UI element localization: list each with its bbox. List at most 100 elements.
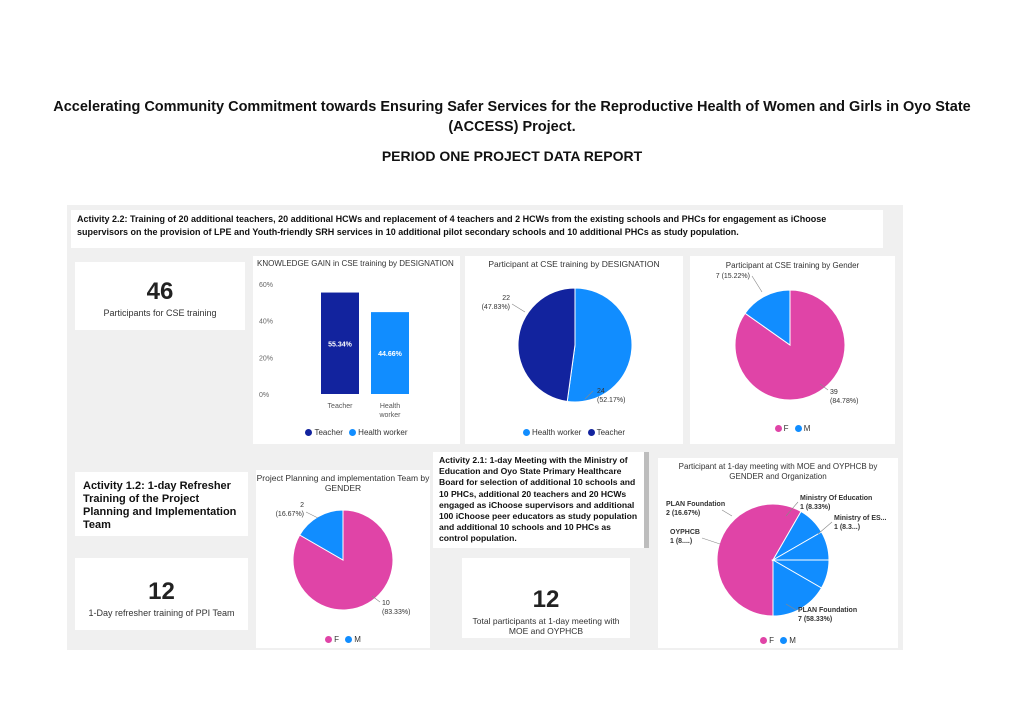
pie-ppi-legend: F M bbox=[256, 635, 430, 644]
pie-designation-legend: Health worker Teacher bbox=[465, 428, 683, 437]
pie-data-label: 39 bbox=[830, 389, 838, 396]
bar-0 bbox=[321, 292, 359, 394]
legend-swatch-health-worker bbox=[349, 429, 357, 437]
activity-2-2-text: Training of 20 additional teachers, 20 a… bbox=[77, 214, 827, 237]
pie-slice-1 bbox=[517, 287, 576, 403]
legend-item-f: F bbox=[783, 424, 789, 433]
pie-ppi-chart: 10 (83.33%) 2 (16.67%) bbox=[276, 502, 411, 616]
pie-data-label: 24 bbox=[597, 388, 605, 395]
pie-designation-chart: 24 (52.17%) 22 (47.83%) bbox=[482, 287, 633, 404]
pie-designation-card: Participant at CSE training by DESIGNATI… bbox=[465, 256, 683, 444]
pie-leader-line bbox=[305, 511, 319, 519]
pie-data-label: 2 bbox=[300, 502, 304, 509]
pie-data-label: 10 bbox=[382, 600, 390, 607]
x-tick-label: worker bbox=[378, 412, 401, 419]
x-tick-label: Health bbox=[380, 403, 400, 410]
kpi-ppi-label: 1-Day refresher training of PPI Team bbox=[88, 608, 235, 618]
legend-item-health-worker: Health worker bbox=[531, 428, 582, 437]
legend-item-m: M bbox=[789, 636, 796, 645]
activity-1-2-card: Activity 1.2: 1-day Refresher Training o… bbox=[75, 472, 248, 536]
legend-swatch-f bbox=[760, 637, 768, 645]
pie-slice-0 bbox=[566, 287, 633, 403]
legend-swatch-teacher bbox=[305, 429, 313, 437]
pie-moe-title: Participant at 1-day meeting with MOE an… bbox=[678, 462, 878, 481]
pie-leader-line bbox=[817, 521, 833, 535]
pie-leader-line bbox=[511, 303, 526, 313]
bar-data-label: 55.34% bbox=[328, 341, 353, 348]
pie-data-label: 7 (58.33%) bbox=[798, 616, 832, 623]
legend-swatch-m bbox=[345, 636, 353, 644]
pie-leader-line bbox=[584, 390, 594, 400]
pie-slice-0 bbox=[716, 503, 802, 617]
legend-swatch-f bbox=[774, 425, 782, 433]
bar-data-label: 44.66% bbox=[378, 351, 403, 358]
activity-2-1-card: Activity 2.1: 1-day Meeting with the Min… bbox=[433, 452, 649, 548]
x-tick-label: Teacher bbox=[328, 403, 354, 410]
bar-1 bbox=[371, 312, 409, 394]
pie-gender-card: Participant at CSE training by Gender 39… bbox=[690, 256, 895, 444]
bar-chart-legend: Teacher Health worker bbox=[253, 428, 460, 437]
pie-slice-4 bbox=[772, 559, 823, 617]
legend-item-f: F bbox=[769, 636, 774, 645]
pie-slice-1 bbox=[299, 509, 344, 561]
legend-item-f: F bbox=[334, 635, 339, 644]
pie-designation-title: Participant at CSE training by DESIGNATI… bbox=[488, 259, 660, 269]
pie-leader-line bbox=[721, 509, 733, 517]
legend-swatch-health-worker bbox=[522, 429, 530, 437]
pie-leader-line bbox=[701, 537, 721, 545]
legend-swatch-f bbox=[325, 636, 333, 644]
pie-moe-chart: PLAN Foundation 7 (58.33%) Ministry Of Edu… bbox=[666, 495, 887, 623]
pie-moe-legend: F M bbox=[658, 636, 898, 645]
activity-2-2-label: Activity 2.2: bbox=[77, 214, 128, 224]
kpi-ppi-value: 12 bbox=[148, 578, 175, 605]
pie-data-label: PLAN Foundation bbox=[666, 501, 725, 508]
pie-data-label: (47.83%) bbox=[482, 304, 510, 311]
bar-chart: 0% 20% 40% 60% 55.34% 44.66% Teacher Health work… bbox=[259, 282, 409, 419]
y-tick-label: 60% bbox=[259, 282, 273, 289]
legend-item-teacher: Teacher bbox=[314, 428, 343, 437]
activity-2-2-card: Activity 2.2: Training of 20 additional … bbox=[71, 210, 883, 248]
pie-moe-card: Participant at 1-day meeting with MOE an… bbox=[658, 458, 898, 648]
pie-leader-line bbox=[785, 501, 799, 517]
bar-chart-title: KNOWLEDGE GAIN in CSE training by DESIGN… bbox=[257, 259, 454, 268]
pie-leader-line bbox=[785, 603, 797, 611]
report-title: Accelerating Community Commitment toward… bbox=[53, 99, 971, 135]
pie-data-label: 1 (8....) bbox=[670, 538, 692, 545]
pie-data-label: OYPHCB bbox=[670, 529, 700, 536]
kpi-cse-label: Participants for CSE training bbox=[103, 308, 217, 318]
pie-slice-1 bbox=[744, 289, 791, 346]
pie-data-label: (83.33%) bbox=[382, 609, 410, 616]
pie-data-label: (16.67%) bbox=[276, 511, 304, 518]
legend-swatch-m bbox=[780, 637, 788, 645]
pie-data-label: 1 (8.33%) bbox=[800, 504, 830, 511]
report-subtitle: PERIOD ONE PROJECT DATA REPORT bbox=[381, 148, 643, 164]
y-tick-label: 40% bbox=[259, 319, 273, 326]
pie-ppi-title: Project Planning and implementation Team… bbox=[256, 473, 430, 493]
legend-item-teacher: Teacher bbox=[596, 428, 626, 437]
legend-item-m: M bbox=[803, 424, 811, 433]
pie-data-label: (84.78%) bbox=[830, 398, 858, 405]
pie-leader-line bbox=[371, 595, 381, 603]
y-tick-label: 0% bbox=[259, 392, 269, 399]
kpi-ppi-card: 12 1-Day refresher training of PPI Team bbox=[75, 558, 248, 630]
pie-gender-chart: 39 (84.78%) 7 (15.22%) bbox=[716, 273, 859, 405]
kpi-cse-value: 46 bbox=[146, 278, 174, 305]
pie-leader-line bbox=[819, 383, 829, 391]
pie-data-label: (52.17%) bbox=[597, 397, 625, 404]
pie-data-label: PLAN Foundation bbox=[798, 607, 857, 614]
pie-data-label: 7 (15.22%) bbox=[716, 273, 750, 280]
pie-data-label: 22 bbox=[502, 295, 510, 302]
pie-gender-title: Participant at CSE training by Gender bbox=[725, 261, 860, 270]
kpi-cse-card: 46 Participants for CSE training bbox=[75, 262, 245, 330]
pie-leader-line bbox=[751, 275, 763, 293]
pie-data-label: 1 (8.3...) bbox=[834, 524, 860, 531]
y-tick-label: 20% bbox=[259, 355, 273, 362]
kpi-moe-value: 12 bbox=[532, 586, 560, 613]
pie-gender-legend: F M bbox=[690, 424, 895, 433]
legend-item-health-worker: Health worker bbox=[358, 428, 408, 437]
pie-data-label: Ministry Of Education bbox=[800, 495, 872, 502]
kpi-moe-card: 12 Total participants at 1-day meeting w… bbox=[462, 558, 630, 638]
legend-swatch-m bbox=[794, 425, 802, 433]
legend-swatch-teacher bbox=[587, 429, 595, 437]
pie-data-label: 2 (16.67%) bbox=[666, 510, 700, 517]
